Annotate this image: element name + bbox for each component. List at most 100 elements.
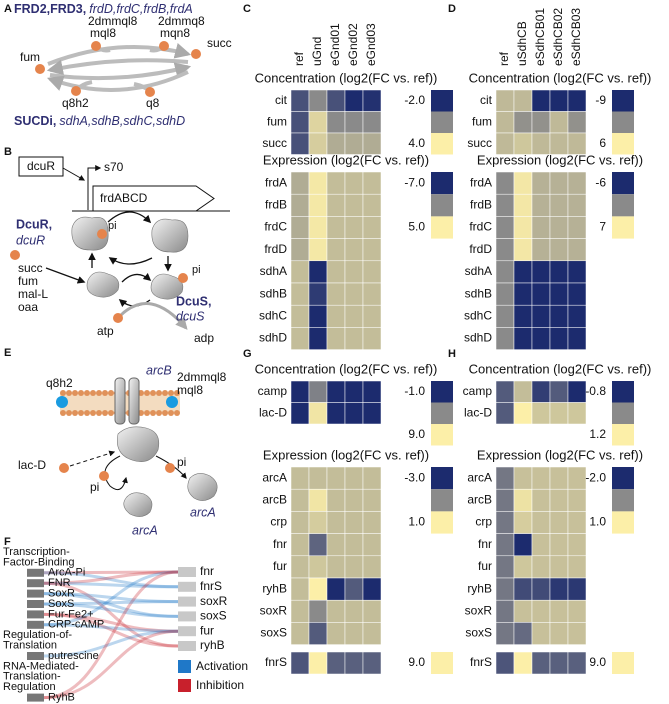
scale-box	[612, 381, 634, 403]
column-label: eGnd03	[364, 23, 378, 66]
scale-box	[431, 172, 453, 195]
scale-box	[431, 511, 453, 534]
row-label: fnr	[273, 537, 287, 551]
lipid-head	[96, 390, 102, 396]
heatmap-cell	[531, 304, 551, 328]
cycle-arrows	[45, 211, 172, 308]
flow-links	[43, 570, 179, 700]
row-label: sdhB	[465, 286, 492, 300]
heatmap-cell	[513, 555, 533, 579]
lipid-head	[108, 410, 114, 416]
gene-name: arcB	[146, 363, 172, 377]
heatmap-cell	[567, 304, 587, 328]
heatmap-cell	[344, 193, 364, 217]
scale-box	[612, 652, 634, 674]
row-label: cit	[480, 93, 493, 107]
protein-name: DcuR,	[16, 217, 52, 231]
row-label: succ	[467, 136, 492, 150]
heatmap-cell	[567, 466, 587, 490]
reaction-title: FRD2,FRD3, frdD,frdC,frdB,frdA	[14, 2, 193, 16]
lipid-head	[144, 410, 150, 416]
heatmap-cell	[326, 577, 346, 601]
quinone-dot	[166, 396, 178, 408]
flow-link	[43, 581, 179, 589]
heatmap-cell	[362, 533, 382, 557]
flow-link	[43, 570, 179, 585]
heatmap-cell	[308, 304, 328, 328]
scale-label: -3.0	[404, 470, 425, 484]
heatmap-cell	[344, 511, 364, 534]
phosphate: pi	[177, 455, 186, 469]
lipid-head	[156, 410, 162, 416]
metabolite: atp	[97, 324, 114, 338]
heatmap-cell	[495, 380, 515, 403]
heatmap-cell	[362, 304, 382, 328]
row-label: ryhB	[467, 581, 492, 595]
column-label: uSdhCB	[515, 21, 529, 66]
row-label: cit	[275, 93, 288, 107]
block-title: Concentration (log2(FC vs. ref))	[469, 70, 652, 85]
heatmap-cell	[513, 466, 533, 490]
reaction-name: FRD2,FRD3,	[14, 2, 86, 16]
heatmap-cell	[362, 488, 382, 512]
row-label: sdhD	[464, 331, 492, 345]
heatmap-cell	[549, 89, 569, 112]
heatmap-cell	[362, 193, 382, 217]
heatmap-cell	[290, 380, 310, 403]
heatmap-cell	[326, 402, 346, 425]
heatmap-cell	[344, 380, 364, 403]
signal: mal-L	[18, 287, 48, 301]
heatmap-cell	[362, 216, 382, 239]
heatmap-cell	[549, 132, 569, 155]
target-bar	[178, 581, 196, 592]
heatmap-cell	[513, 260, 533, 284]
target-bar	[178, 611, 196, 622]
reaction-genes: frdD,frdC,frdB,frdA	[89, 2, 193, 16]
row-label: camp	[258, 384, 288, 398]
transmembrane-helix	[128, 377, 140, 425]
heatmap-cell	[326, 380, 346, 403]
row-label: fur	[273, 559, 287, 573]
heatmap-cell	[549, 193, 569, 217]
block-title: Expression (log2(FC vs. ref))	[477, 447, 643, 462]
metabolite-dot	[99, 471, 109, 481]
heatmap-cell	[549, 111, 569, 134]
heatmap-cell	[513, 533, 533, 557]
scale-box	[612, 402, 634, 424]
heatmap-cell	[308, 577, 328, 601]
lipid-head	[156, 390, 162, 396]
block-title: Concentration (log2(FC vs. ref))	[255, 70, 438, 85]
source-bar	[27, 589, 44, 598]
heatmap-cell	[362, 238, 382, 262]
flow-link	[43, 602, 179, 618]
heatmap-cell	[344, 577, 364, 601]
flow-link	[43, 612, 179, 648]
lipid-head	[108, 390, 114, 396]
heatmap-cell	[290, 132, 310, 155]
column-label: ref	[292, 51, 306, 66]
scale-box	[431, 467, 453, 490]
quinone-dot	[56, 396, 68, 408]
row-label: sdhD	[259, 331, 287, 345]
arrow	[62, 167, 86, 181]
heatmap-cell	[290, 402, 310, 425]
heatmap-cell	[362, 171, 382, 195]
heatmap-cell	[549, 238, 569, 262]
block-title: Concentration (log2(FC vs. ref))	[469, 361, 652, 376]
source-bar	[27, 579, 44, 588]
scale-box	[612, 467, 634, 490]
heatmap-cell	[344, 651, 364, 675]
lipid-head	[72, 410, 78, 416]
scale-label: 1.0	[408, 515, 425, 529]
lipid-head	[66, 390, 72, 396]
heatmap-cell	[326, 193, 346, 217]
heatmap-cell	[549, 327, 569, 350]
heatmap-cell	[495, 533, 515, 557]
heatmap-cell	[344, 327, 364, 350]
arrow	[104, 455, 128, 491]
gene-name: arcA	[190, 505, 216, 519]
heatmap-cell	[290, 89, 310, 112]
flow-link	[43, 570, 179, 700]
heatmap-cell	[495, 488, 515, 512]
